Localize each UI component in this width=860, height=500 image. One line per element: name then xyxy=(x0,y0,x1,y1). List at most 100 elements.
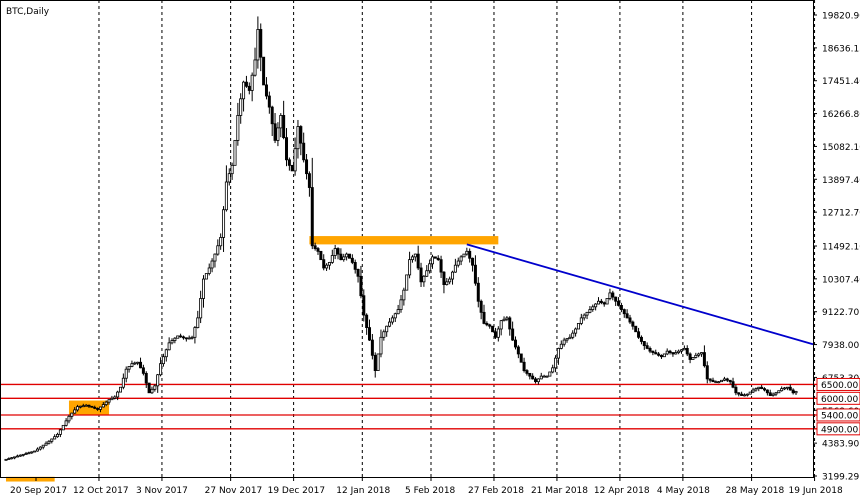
candle-body xyxy=(751,389,755,393)
candle-body xyxy=(602,302,606,305)
candle-body xyxy=(230,164,234,175)
candle-body xyxy=(359,275,363,297)
level-box xyxy=(816,377,860,391)
candle-body xyxy=(330,255,334,263)
candle-body xyxy=(688,353,692,360)
candle-body xyxy=(370,339,374,356)
candle-body xyxy=(385,325,389,333)
candle-body xyxy=(565,338,569,341)
candle-body xyxy=(519,353,523,363)
candle-body xyxy=(531,375,535,380)
candle-body xyxy=(279,115,283,129)
candle-body xyxy=(310,187,314,247)
candle-body xyxy=(639,336,643,342)
candle-body xyxy=(734,386,738,394)
candle-body xyxy=(33,450,37,453)
y-tick-label: 19820.90 xyxy=(822,12,860,22)
candle-body xyxy=(562,339,566,345)
candle-body xyxy=(267,95,271,108)
x-tick-label: 28 May 2018 xyxy=(726,486,785,496)
breakout-zone xyxy=(68,400,110,416)
candle-body xyxy=(768,392,772,396)
level-label: 6500.00 xyxy=(821,381,858,391)
y-tick-label: 10307.40 xyxy=(822,275,860,285)
x-tick-label: 4 May 2018 xyxy=(657,486,710,496)
candle-body xyxy=(382,331,386,338)
candle-body xyxy=(410,256,414,261)
candle-body xyxy=(405,274,409,291)
candle-body xyxy=(453,264,457,273)
candle-body xyxy=(342,256,346,261)
candle-body xyxy=(691,357,695,360)
candle-body xyxy=(96,407,100,410)
candle-body xyxy=(445,281,449,286)
candle-body xyxy=(665,350,669,355)
candle-body xyxy=(333,248,337,256)
candle-body xyxy=(694,354,698,358)
candle-body xyxy=(599,300,603,304)
candle-body xyxy=(488,324,492,327)
candle-body xyxy=(190,336,194,339)
candle-body xyxy=(637,331,641,338)
y-tick-label: 18636.15 xyxy=(822,44,860,54)
candle-body xyxy=(242,81,246,100)
x-tick-label: 27 Feb 2018 xyxy=(468,486,524,496)
candle-body xyxy=(262,56,266,86)
candle-body xyxy=(204,273,208,280)
candle-body xyxy=(619,305,623,310)
candle-body xyxy=(513,339,517,348)
candle-body xyxy=(536,378,540,383)
candle-body xyxy=(18,454,22,457)
chart-title: BTC,Daily xyxy=(6,7,50,17)
candle-body xyxy=(725,378,729,381)
candle-body xyxy=(585,311,589,316)
candle-body xyxy=(425,270,429,277)
resistance-zone xyxy=(309,236,499,245)
candle-body xyxy=(651,350,655,353)
x-tick-label: 12 Oct 2017 xyxy=(73,486,129,496)
candle-body xyxy=(353,262,357,270)
candle-body xyxy=(259,29,263,58)
candle-body xyxy=(416,253,420,269)
candle-body xyxy=(682,347,686,351)
candle-body xyxy=(101,404,105,408)
candles xyxy=(4,16,798,461)
bottom-zone xyxy=(6,476,55,482)
candle-body xyxy=(442,271,446,286)
candle-body xyxy=(473,264,477,284)
candle-body xyxy=(227,173,231,183)
candle-body xyxy=(144,372,148,384)
candle-body xyxy=(347,253,351,259)
candle-body xyxy=(327,262,331,266)
candle-body xyxy=(785,386,789,389)
candle-body xyxy=(594,303,598,308)
candle-body xyxy=(24,453,28,455)
candle-body xyxy=(219,237,223,247)
candle-body xyxy=(551,367,555,373)
candle-body xyxy=(179,335,183,338)
candle-body xyxy=(373,354,377,371)
candle-body xyxy=(700,352,704,355)
trendline-group xyxy=(466,243,814,346)
candle-body xyxy=(365,314,369,328)
candle-body xyxy=(634,325,638,333)
y-tick-label: 15082.10 xyxy=(822,143,860,153)
candle-body xyxy=(207,267,211,274)
candle-body xyxy=(708,378,712,381)
candle-body xyxy=(47,440,51,444)
candle-body xyxy=(322,259,326,269)
candle-body xyxy=(64,420,68,426)
candle-body xyxy=(542,375,546,378)
candle-body xyxy=(525,370,529,374)
candle-body xyxy=(548,371,552,377)
candle-body xyxy=(528,372,532,377)
candle-body xyxy=(13,456,17,459)
candle-body xyxy=(685,347,689,355)
candle-body xyxy=(307,173,311,188)
candle-body xyxy=(430,256,434,265)
candle-body xyxy=(771,393,775,396)
candle-body xyxy=(760,386,764,390)
candle-body xyxy=(273,123,277,141)
candle-body xyxy=(399,299,403,310)
